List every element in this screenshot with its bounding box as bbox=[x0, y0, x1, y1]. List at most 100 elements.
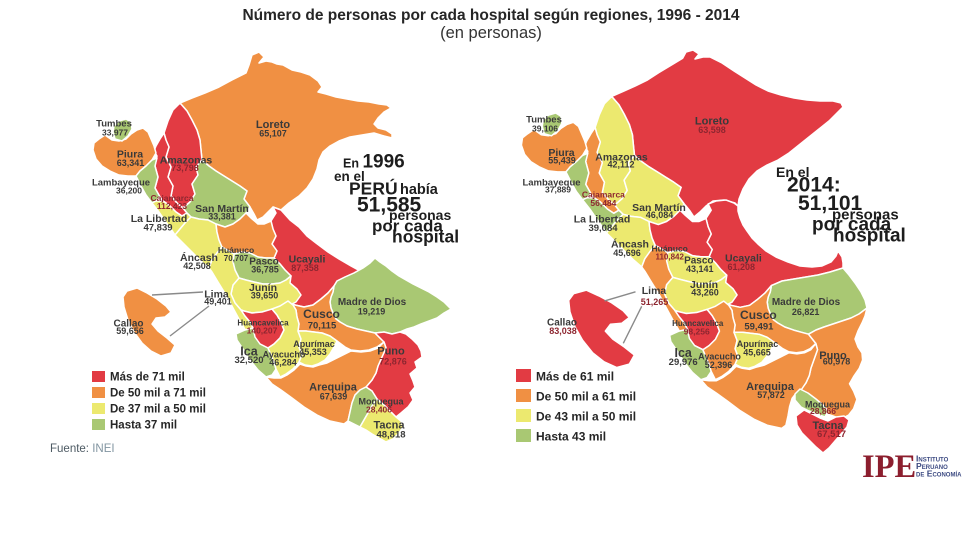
svg-text:De 37 mil a 50 mil: De 37 mil a 50 mil bbox=[110, 404, 206, 416]
svg-text:hospital: hospital bbox=[392, 227, 459, 247]
svg-text:46,084: 46,084 bbox=[646, 210, 674, 220]
svg-text:Áncash: Áncash bbox=[611, 238, 649, 251]
svg-text:45,696: 45,696 bbox=[613, 248, 641, 258]
svg-text:43,141: 43,141 bbox=[686, 264, 714, 274]
svg-text:46,284: 46,284 bbox=[269, 358, 297, 368]
svg-text:La Libertad: La Libertad bbox=[574, 214, 631, 226]
svg-text:por cada: por cada bbox=[812, 215, 892, 236]
svg-text:67,639: 67,639 bbox=[320, 392, 348, 402]
svg-text:Junín: Junín bbox=[690, 279, 718, 291]
svg-text:59,491: 59,491 bbox=[744, 321, 774, 332]
svg-text:42,112: 42,112 bbox=[607, 160, 634, 170]
svg-text:Amazonas: Amazonas bbox=[595, 152, 648, 164]
svg-text:por cada: por cada bbox=[372, 217, 443, 236]
svg-text:36,200: 36,200 bbox=[116, 186, 142, 196]
svg-text:Lambayeque: Lambayeque bbox=[92, 177, 150, 188]
svg-text:Ucayali: Ucayali bbox=[725, 252, 762, 264]
svg-text:Lima: Lima bbox=[204, 289, 229, 301]
svg-text:110,842: 110,842 bbox=[655, 253, 684, 262]
svg-text:112,423: 112,423 bbox=[157, 201, 188, 211]
svg-text:Peruano: Peruano bbox=[916, 461, 948, 471]
svg-text:Loreto: Loreto bbox=[256, 119, 291, 131]
svg-text:Moquegua: Moquegua bbox=[805, 400, 851, 410]
svg-text:39,106: 39,106 bbox=[532, 124, 558, 134]
svg-text:La Libertad: La Libertad bbox=[131, 213, 188, 225]
svg-text:140,207: 140,207 bbox=[247, 326, 278, 336]
svg-text:98,256: 98,256 bbox=[684, 327, 710, 337]
svg-text:87,358: 87,358 bbox=[291, 263, 319, 273]
svg-text:Pasco: Pasco bbox=[249, 257, 278, 268]
svg-text:Arequipa: Arequipa bbox=[746, 381, 795, 393]
svg-text:De 50 mil a 61 mil: De 50 mil a 61 mil bbox=[536, 390, 636, 404]
svg-text:45,353: 45,353 bbox=[299, 347, 327, 357]
svg-text:37,889: 37,889 bbox=[545, 185, 571, 195]
svg-text:Callao: Callao bbox=[547, 318, 577, 329]
svg-text:IPE: IPE bbox=[862, 449, 916, 485]
svg-text:63,598: 63,598 bbox=[698, 125, 726, 135]
svg-text:Amazonas: Amazonas bbox=[160, 155, 213, 167]
svg-text:Más de 71 mil: Más de 71 mil bbox=[110, 372, 185, 384]
svg-text:39,650: 39,650 bbox=[251, 291, 279, 301]
svg-text:Loreto: Loreto bbox=[695, 115, 730, 127]
svg-text:(en personas): (en personas) bbox=[440, 24, 542, 42]
svg-text:personas: personas bbox=[832, 207, 899, 224]
svg-text:28,866: 28,866 bbox=[810, 406, 836, 416]
svg-text:Piura: Piura bbox=[548, 147, 574, 159]
svg-text:51,101: 51,101 bbox=[798, 192, 863, 215]
svg-text:Tacna: Tacna bbox=[813, 420, 845, 432]
svg-text:Instituto: Instituto bbox=[916, 454, 949, 464]
svg-text:Ica: Ica bbox=[675, 346, 693, 360]
svg-text:39,084: 39,084 bbox=[588, 223, 618, 234]
svg-text:60,978: 60,978 bbox=[823, 357, 851, 367]
svg-text:49,401: 49,401 bbox=[204, 297, 232, 307]
svg-text:55,439: 55,439 bbox=[548, 156, 576, 166]
svg-text:45,665: 45,665 bbox=[743, 348, 771, 358]
svg-text:Ucayali: Ucayali bbox=[289, 254, 326, 266]
svg-text:48,818: 48,818 bbox=[376, 429, 405, 440]
svg-text:28,406: 28,406 bbox=[366, 405, 392, 415]
svg-text:61,208: 61,208 bbox=[728, 262, 756, 272]
svg-text:29,976: 29,976 bbox=[669, 357, 698, 368]
svg-text:42,508: 42,508 bbox=[183, 261, 211, 271]
svg-text:Pasco: Pasco bbox=[684, 255, 713, 266]
svg-text:67,517: 67,517 bbox=[817, 429, 846, 440]
svg-text:Puno: Puno bbox=[377, 345, 405, 357]
svg-text:Número de personas por cada ho: Número de personas por cada hospital seg… bbox=[242, 7, 739, 24]
svg-text:56,484: 56,484 bbox=[590, 198, 616, 208]
svg-text:Fuente: INEI: Fuente: INEI bbox=[50, 443, 115, 455]
svg-text:personas: personas bbox=[389, 207, 451, 223]
svg-text:había: había bbox=[400, 182, 439, 198]
svg-text:Huancavelica: Huancavelica bbox=[672, 319, 724, 328]
svg-text:33,381: 33,381 bbox=[208, 212, 236, 222]
svg-text:51,265: 51,265 bbox=[641, 297, 669, 307]
svg-text:59,656: 59,656 bbox=[116, 326, 144, 336]
svg-text:Cajamarca: Cajamarca bbox=[150, 193, 193, 203]
svg-text:83,038: 83,038 bbox=[549, 326, 577, 336]
svg-text:Cusco: Cusco bbox=[303, 307, 340, 321]
svg-text:Moquegua: Moquegua bbox=[359, 397, 405, 407]
svg-text:en el: en el bbox=[334, 169, 365, 184]
svg-text:Puno: Puno bbox=[819, 350, 847, 362]
svg-text:19,219: 19,219 bbox=[358, 307, 386, 317]
svg-text:En 1996: En 1996 bbox=[343, 152, 405, 173]
svg-text:36,785: 36,785 bbox=[251, 265, 279, 275]
svg-text:Huánuco: Huánuco bbox=[652, 243, 688, 253]
svg-text:43,260: 43,260 bbox=[691, 288, 719, 298]
svg-text:Más de 61 mil: Más de 61 mil bbox=[536, 370, 614, 384]
svg-text:Huánuco: Huánuco bbox=[218, 245, 254, 255]
svg-text:En el: En el bbox=[776, 164, 809, 180]
svg-text:Junín: Junín bbox=[249, 282, 277, 294]
svg-text:73,798: 73,798 bbox=[171, 163, 199, 173]
svg-text:Cusco: Cusco bbox=[740, 308, 777, 322]
svg-text:Lambayeque: Lambayeque bbox=[522, 177, 580, 188]
svg-text:Arequipa: Arequipa bbox=[309, 381, 358, 393]
svg-text:De 43 mil a 50 mil: De 43 mil a 50 mil bbox=[536, 410, 636, 424]
svg-text:Tumbes: Tumbes bbox=[96, 118, 132, 129]
svg-text:2014:: 2014: bbox=[787, 174, 841, 197]
svg-text:Callao: Callao bbox=[113, 319, 143, 330]
svg-text:Ayacucho: Ayacucho bbox=[698, 352, 741, 362]
svg-text:Piura: Piura bbox=[117, 149, 143, 161]
svg-text:San Martín: San Martín bbox=[195, 203, 249, 215]
svg-text:Hasta 37 mil: Hasta 37 mil bbox=[110, 420, 177, 432]
svg-text:San Martín: San Martín bbox=[632, 202, 686, 214]
